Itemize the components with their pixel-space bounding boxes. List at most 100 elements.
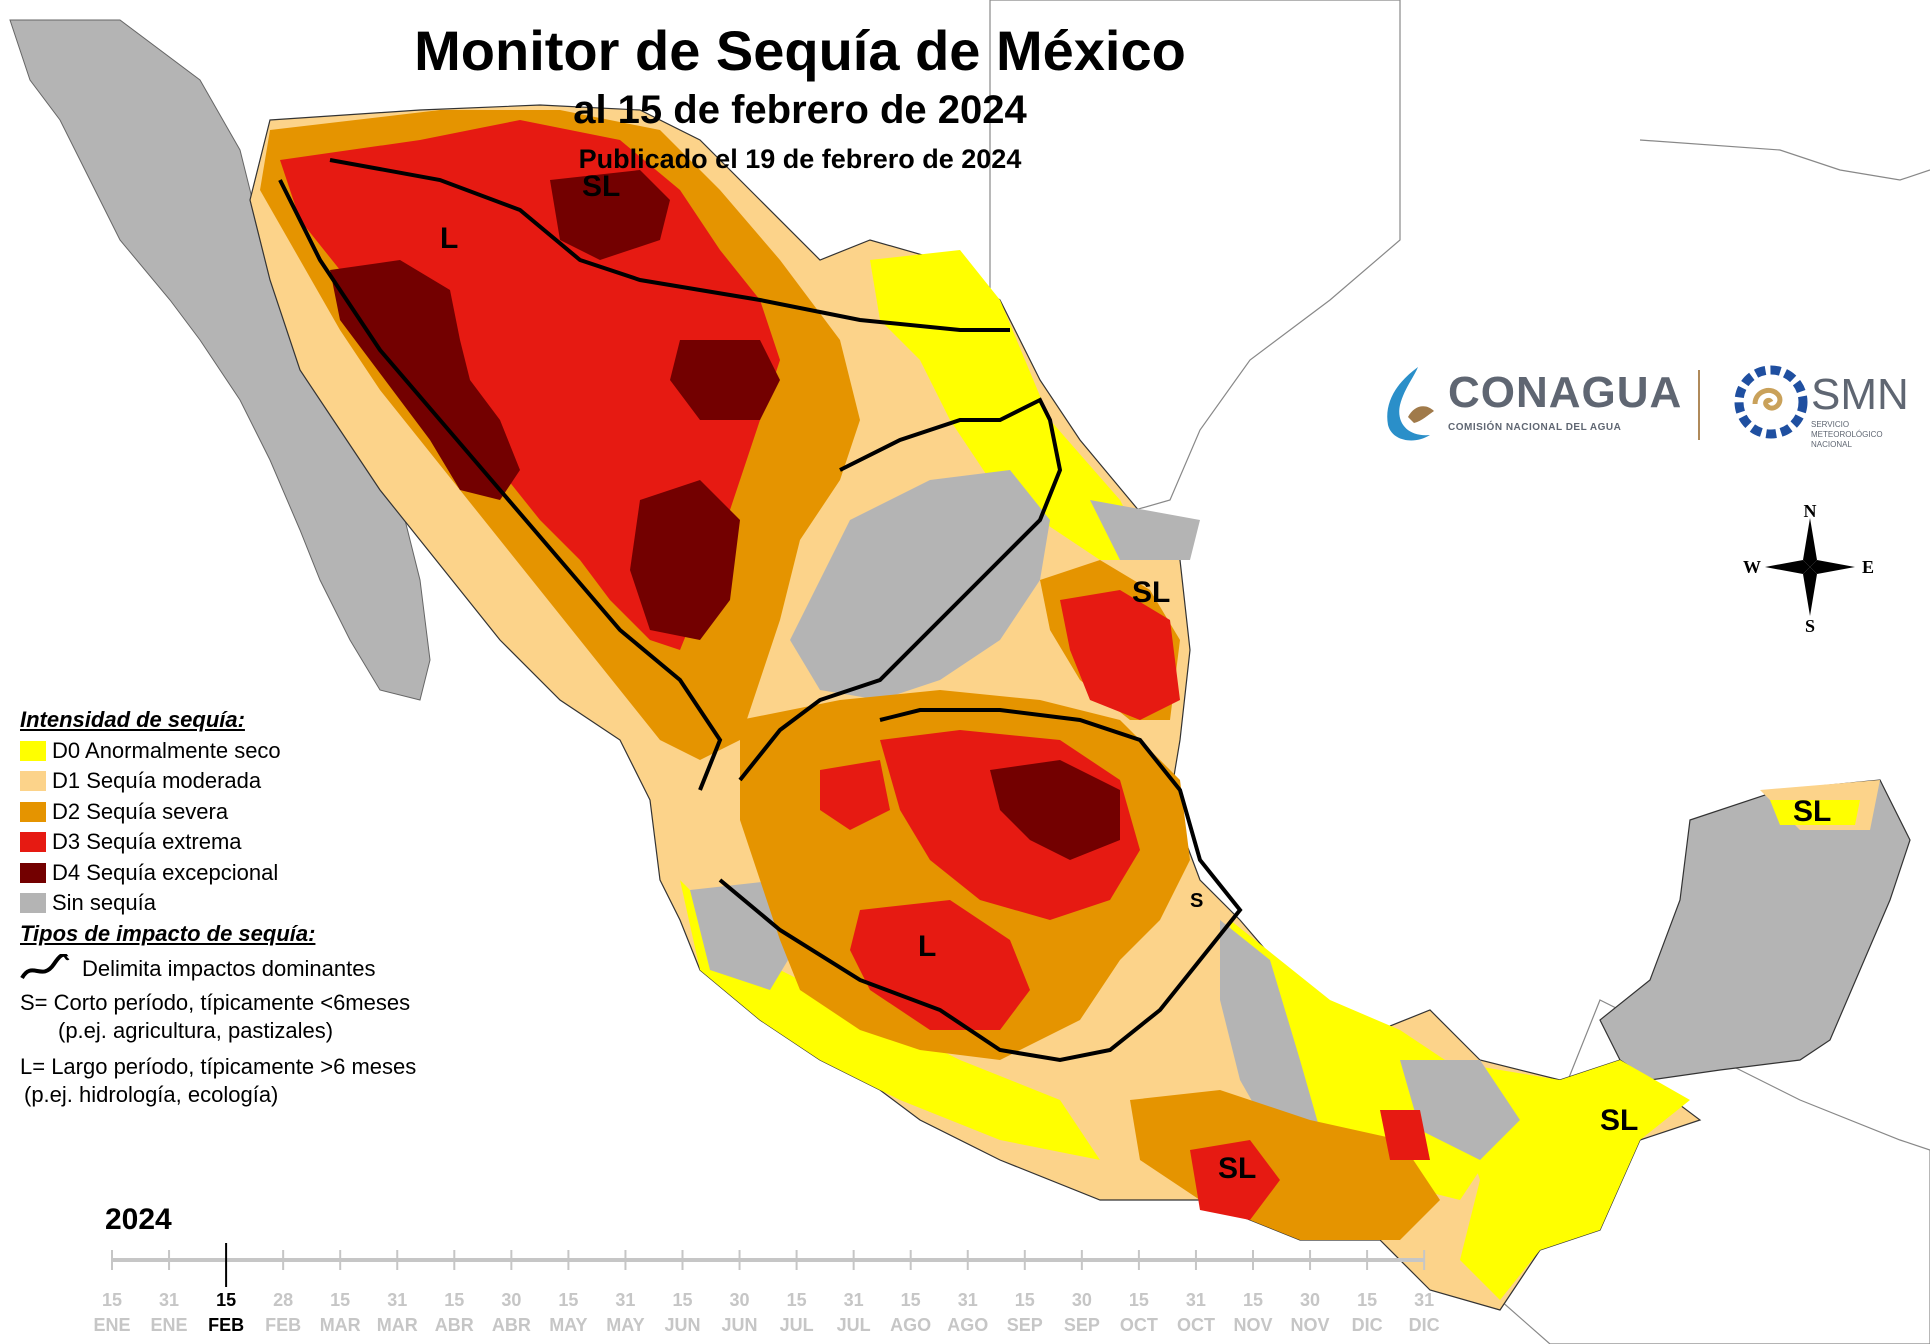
boundary-line-icon bbox=[20, 954, 70, 980]
d4-central bbox=[990, 760, 1120, 860]
yucatan-peninsula bbox=[1599, 779, 1911, 1081]
timeline-day-label: 30 bbox=[1071, 1290, 1092, 1310]
timeline-day-label: 15 bbox=[1128, 1290, 1149, 1310]
compass-north: N bbox=[1804, 501, 1817, 521]
legend: Intensidad de sequía: D0 Anormalmente se… bbox=[20, 705, 416, 1109]
legend-boundary-label: Delimita impactos dominantes bbox=[82, 955, 376, 981]
conagua-logo-icon bbox=[1387, 367, 1434, 441]
timeline-month-label: JUL bbox=[836, 1315, 871, 1335]
timeline-month-label: SEP bbox=[1006, 1315, 1043, 1335]
d4-sonora bbox=[330, 260, 520, 500]
impact-boundary-east bbox=[738, 397, 1063, 782]
conagua-logo-text: CONAGUA bbox=[1448, 368, 1683, 417]
legend-swatch bbox=[20, 740, 46, 761]
timeline-month-label: SEP bbox=[1063, 1315, 1100, 1335]
legend-item: D4 Sequía excepcional bbox=[20, 858, 416, 889]
legend-item: D3 Sequía extrema bbox=[20, 827, 416, 858]
timeline-month-label: AGO bbox=[947, 1315, 989, 1335]
timeline-day-label: 31 bbox=[1185, 1290, 1206, 1310]
impact-boundary-north bbox=[329, 158, 1010, 332]
legend-impact-heading: Tipos de impacto de sequía: bbox=[20, 920, 316, 946]
timeline-month-label: OCT bbox=[1119, 1315, 1158, 1335]
timeline-month-label: FEB bbox=[265, 1315, 302, 1335]
legend-intensity-heading: Intensidad de sequía: bbox=[20, 707, 245, 732]
timeline-day-label: 15 bbox=[330, 1290, 351, 1310]
timeline-ticks bbox=[111, 1243, 1426, 1287]
impact-boundary-south bbox=[718, 708, 1243, 1063]
compass-east: E bbox=[1862, 557, 1874, 577]
timeline-month-label: DIC bbox=[1351, 1315, 1383, 1335]
yucatan-d0 bbox=[1770, 800, 1860, 825]
timeline-day-label: 30 bbox=[501, 1290, 522, 1310]
d0-west-coast bbox=[680, 880, 1100, 1160]
timeline-month-label: FEB bbox=[208, 1315, 245, 1335]
timeline-day-label: 15 bbox=[1357, 1290, 1378, 1310]
compass-west: W bbox=[1743, 557, 1761, 577]
impact-boundary-west bbox=[278, 179, 723, 791]
no-drought-coahuila bbox=[790, 470, 1050, 700]
legend-item: D1 Sequía moderada bbox=[20, 766, 416, 797]
timeline-month-label: JUL bbox=[779, 1315, 814, 1335]
timeline-month-label: MAY bbox=[549, 1315, 588, 1335]
legend-swatch bbox=[20, 893, 46, 914]
no-drought-tabasco bbox=[1400, 1060, 1520, 1160]
legend-swatch bbox=[20, 862, 46, 883]
conagua-subtitle: COMISIÓN NACIONAL DEL AGUA bbox=[1448, 422, 1622, 433]
impact-label: L bbox=[918, 930, 937, 963]
timeline-month-label: ABR bbox=[434, 1315, 474, 1335]
impact-label: L bbox=[440, 222, 459, 255]
smn-logo-icon bbox=[1734, 365, 1808, 439]
legend-item: D0 Anormalmente seco bbox=[20, 736, 416, 767]
publication-date: Publicado el 19 de febrero de 2024 bbox=[578, 144, 1022, 174]
timeline-month-label: NOV bbox=[1233, 1315, 1273, 1335]
timeline-day-label: 30 bbox=[729, 1290, 750, 1310]
timeline-day-label: 15 bbox=[444, 1290, 465, 1310]
legend-swatch bbox=[20, 771, 46, 792]
timeline-month-label: MAY bbox=[606, 1315, 645, 1335]
impact-label: SL bbox=[1600, 1104, 1639, 1137]
timeline-month-label: MAR bbox=[319, 1315, 361, 1335]
impact-label: SL bbox=[1218, 1152, 1257, 1185]
timeline-month-label: JUN bbox=[721, 1315, 758, 1335]
legend-item: D2 Sequía severa bbox=[20, 797, 416, 828]
d3-michoacan bbox=[850, 900, 1030, 1030]
legend-label: D1 Sequía moderada bbox=[52, 768, 262, 793]
timeline-day-label: 15 bbox=[1242, 1290, 1264, 1310]
florida-coastline bbox=[1639, 139, 1930, 181]
timeline-day-label: 31 bbox=[1414, 1290, 1435, 1310]
d3-oaxaca bbox=[1190, 1140, 1280, 1220]
d3-jalisco bbox=[820, 760, 890, 830]
legend-long-term-example: (p.ej. hidrología, ecología) bbox=[24, 1082, 279, 1107]
d4-chihuahua bbox=[670, 340, 780, 420]
timeline-day-label: 15 bbox=[1014, 1290, 1035, 1310]
map-subtitle: al 15 de febrero de 2024 bbox=[573, 88, 1027, 132]
timeline-day-label: 31 bbox=[159, 1290, 180, 1310]
d4-chihuahua-north bbox=[550, 170, 670, 260]
timeline-day-label: 30 bbox=[1300, 1290, 1321, 1310]
impact-label: SL bbox=[582, 170, 621, 203]
no-drought-veracruz bbox=[1220, 920, 1320, 1150]
timeline-month-label: DIC bbox=[1408, 1315, 1440, 1335]
agency-logos: CONAGUA COMISIÓN NACIONAL DEL AGUA SMN S… bbox=[1378, 360, 1918, 450]
timeline-day-label: 15 bbox=[900, 1290, 921, 1310]
timeline-day-label: 31 bbox=[843, 1290, 864, 1310]
d4-durango bbox=[630, 480, 740, 640]
no-drought-northeast-strip bbox=[1090, 500, 1200, 560]
timeline-month-label: ENE bbox=[93, 1315, 131, 1335]
legend-label: D2 Sequía severa bbox=[52, 798, 229, 824]
timeline-day-label: 15 bbox=[786, 1290, 807, 1310]
legend-swatch bbox=[20, 832, 46, 853]
timeline-month-label: AGO bbox=[890, 1315, 932, 1335]
timeline-day-label: 28 bbox=[273, 1290, 294, 1310]
timeline-year: 2024 bbox=[105, 1203, 172, 1236]
timeline-day-label: 31 bbox=[957, 1290, 978, 1310]
legend-swatch bbox=[20, 801, 46, 822]
impact-label: SL bbox=[1793, 795, 1832, 828]
legend-label: Sin sequía bbox=[52, 890, 156, 915]
compass-rose: N S E W bbox=[1743, 501, 1874, 635]
smn-subtitle: SERVICIO METEOROLÓGICO NACIONAL bbox=[1811, 420, 1883, 449]
impact-label: S bbox=[1190, 890, 1204, 912]
timeline-day-label: 31 bbox=[615, 1290, 636, 1310]
timeline-day-label: 15 bbox=[101, 1290, 123, 1310]
